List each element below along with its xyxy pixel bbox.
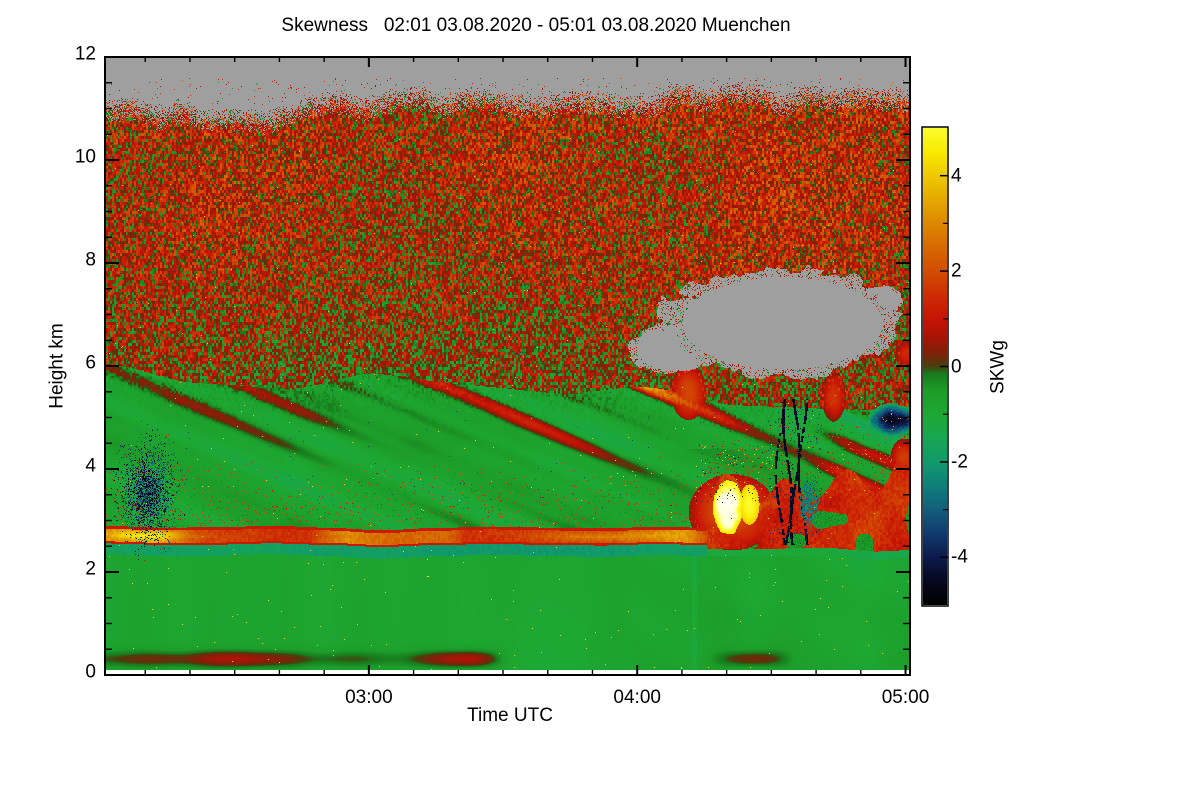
colorbar-tick-label: -2 bbox=[951, 451, 968, 473]
y-tick-label: 0 bbox=[85, 661, 96, 683]
x-tick-label: 05:00 bbox=[881, 687, 930, 708]
colorbar-gradient-canvas bbox=[923, 128, 947, 605]
y-axis-label: Height km bbox=[46, 323, 68, 409]
x-axis-label: Time UTC bbox=[467, 705, 553, 726]
colorbar-tick-label: -4 bbox=[951, 546, 968, 568]
y-tick-label: 2 bbox=[85, 558, 96, 580]
y-tick-label: 6 bbox=[85, 352, 96, 374]
x-tick-label: 03:00 bbox=[345, 687, 393, 708]
heatmap-canvas bbox=[106, 58, 909, 670]
x-tick-label: 04:00 bbox=[613, 687, 661, 708]
colorbar-tick-label: 0 bbox=[951, 356, 962, 377]
y-tick-label: 4 bbox=[85, 455, 96, 477]
y-tick-label: 8 bbox=[85, 249, 96, 271]
colorbar-label: SKWg bbox=[987, 340, 1009, 394]
figure-title: Skewness 02:01 03.08.2020 - 05:01 03.08.… bbox=[281, 15, 791, 36]
colorbar-tick-label: 2 bbox=[951, 260, 962, 282]
colorbar-tick-label: 4 bbox=[951, 165, 962, 187]
y-tick-label: 12 bbox=[74, 43, 96, 65]
y-tick-label: 10 bbox=[74, 146, 96, 168]
